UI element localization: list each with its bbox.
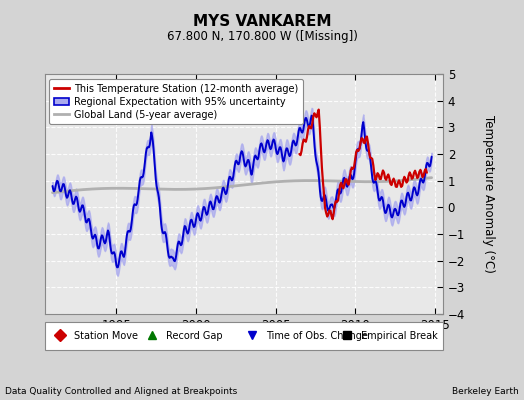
Text: Record Gap: Record Gap — [166, 331, 223, 341]
Text: Berkeley Earth: Berkeley Earth — [452, 387, 519, 396]
Text: Time of Obs. Change: Time of Obs. Change — [266, 331, 367, 341]
Legend: This Temperature Station (12-month average), Regional Expectation with 95% uncer: This Temperature Station (12-month avera… — [49, 79, 303, 124]
Text: MYS VANKAREM: MYS VANKAREM — [193, 14, 331, 29]
Text: Empirical Break: Empirical Break — [361, 331, 438, 341]
Text: 67.800 N, 170.800 W ([Missing]): 67.800 N, 170.800 W ([Missing]) — [167, 30, 357, 43]
FancyBboxPatch shape — [45, 322, 443, 350]
Text: Station Move: Station Move — [74, 331, 138, 341]
Text: Data Quality Controlled and Aligned at Breakpoints: Data Quality Controlled and Aligned at B… — [5, 387, 237, 396]
Y-axis label: Temperature Anomaly (°C): Temperature Anomaly (°C) — [482, 115, 495, 273]
